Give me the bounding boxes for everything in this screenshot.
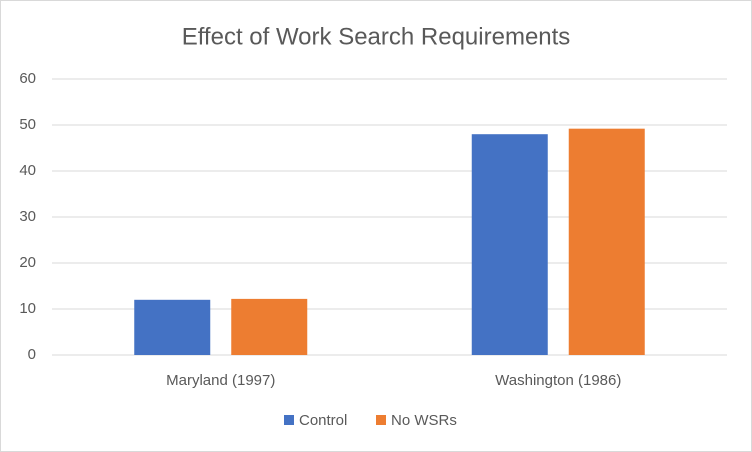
- bar: [471, 134, 548, 355]
- x-tick-label: Washington (1986): [495, 372, 621, 389]
- legend-label: Control: [299, 412, 347, 429]
- y-tick-label: 40: [19, 162, 36, 179]
- legend-label: No WSRs: [391, 412, 457, 429]
- bar: [134, 299, 211, 355]
- chart-title: Effect of Work Search Requirements: [182, 23, 571, 50]
- y-tick-label: 60: [19, 70, 36, 87]
- y-tick-label: 30: [19, 208, 36, 225]
- bar: [568, 128, 645, 355]
- legend-swatch: [376, 415, 386, 425]
- legend-swatch: [284, 415, 294, 425]
- x-tick-label: Maryland (1997): [166, 372, 275, 389]
- y-tick-label: 20: [19, 254, 36, 271]
- bar: [231, 298, 308, 355]
- y-tick-label: 10: [19, 300, 36, 317]
- y-tick-label: 0: [28, 346, 36, 363]
- y-tick-label: 50: [19, 116, 36, 133]
